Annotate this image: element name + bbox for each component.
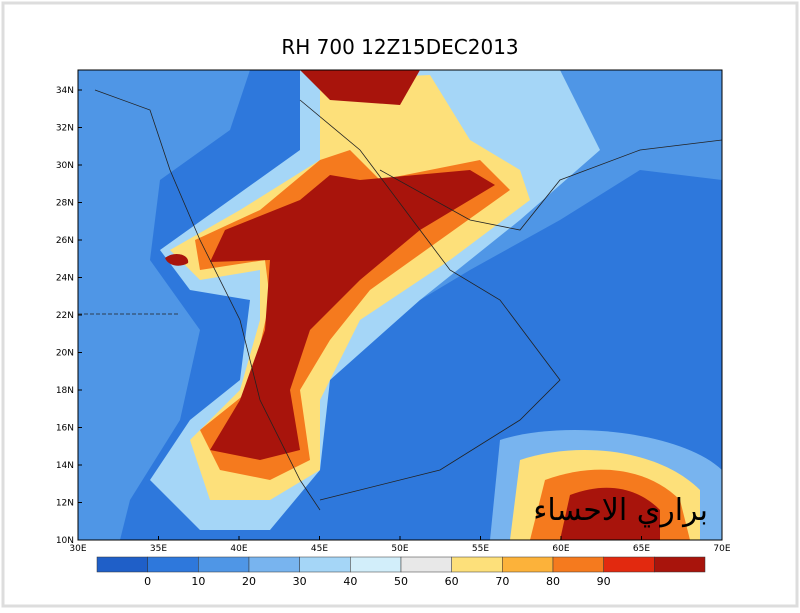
colorbar-label: 70 — [495, 575, 509, 588]
lon-label: 50E — [391, 544, 408, 554]
colorbar-swatch — [198, 556, 250, 573]
field — [420, 70, 722, 300]
lat-label: 12N — [56, 499, 74, 509]
coastline — [94, 89, 723, 511]
lon-label: 30E — [69, 544, 86, 554]
lat-label: 14N — [56, 461, 74, 471]
colorbar-label: 0 — [144, 575, 151, 588]
colorbar: 0 10 20 30 40 50 60 70 80 90 — [96, 556, 706, 588]
lon-label: 70E — [713, 544, 730, 554]
lon-label: 65E — [633, 544, 650, 554]
lat-label: 26N — [56, 236, 74, 246]
colorbar-swatch — [350, 556, 402, 573]
lon-label: 55E — [472, 544, 489, 554]
field — [300, 70, 420, 105]
lon-label: 60E — [552, 544, 569, 554]
colorbar-swatch — [96, 556, 148, 573]
colorbar-label: 10 — [191, 575, 205, 588]
colorbar-label: 60 — [445, 575, 459, 588]
lat-label: 10N — [56, 536, 74, 546]
lat-label: 22N — [56, 311, 74, 321]
title: RH 700 12Z15DEC2013 — [281, 35, 518, 59]
colorbar-swatch — [248, 556, 300, 573]
field — [165, 253, 189, 266]
colorbar-swatch — [299, 556, 351, 573]
colorbar-swatch — [451, 556, 503, 573]
lon-label: 40E — [230, 544, 247, 554]
colorbar-label: 80 — [546, 575, 560, 588]
lat-label: 24N — [56, 274, 74, 284]
colorbar-label: 90 — [597, 575, 611, 588]
field — [78, 70, 250, 540]
colorbar-swatch — [654, 556, 706, 573]
colorbar-label: 50 — [394, 575, 408, 588]
watermark: براري الاحساء — [533, 493, 708, 528]
colorbar-label: 40 — [343, 575, 357, 588]
lat-label: 32N — [56, 124, 74, 134]
map: براري الاحساء — [77, 69, 723, 541]
colorbar-label: 30 — [293, 575, 307, 588]
field — [560, 487, 660, 540]
colorbar-swatch — [400, 556, 452, 573]
colorbar-swatch — [147, 556, 199, 573]
lat-label: 18N — [56, 386, 74, 396]
lon-label: 45E — [311, 544, 328, 554]
lon-label: 35E — [150, 544, 167, 554]
lat-label: 30N — [56, 161, 74, 171]
axes: 34N32N30N28N26N24N22N20N18N16N14N12N10N3… — [56, 86, 731, 554]
field — [210, 170, 495, 460]
lat-label: 34N — [56, 86, 74, 96]
colorbar-swatch — [603, 556, 655, 573]
lat-label: 20N — [56, 349, 74, 359]
colorbar-swatch — [552, 556, 604, 573]
lat-label: 28N — [56, 199, 74, 209]
lat-label: 16N — [56, 424, 74, 434]
colorbar-swatch — [502, 556, 554, 573]
colorbar-label: 20 — [242, 575, 256, 588]
